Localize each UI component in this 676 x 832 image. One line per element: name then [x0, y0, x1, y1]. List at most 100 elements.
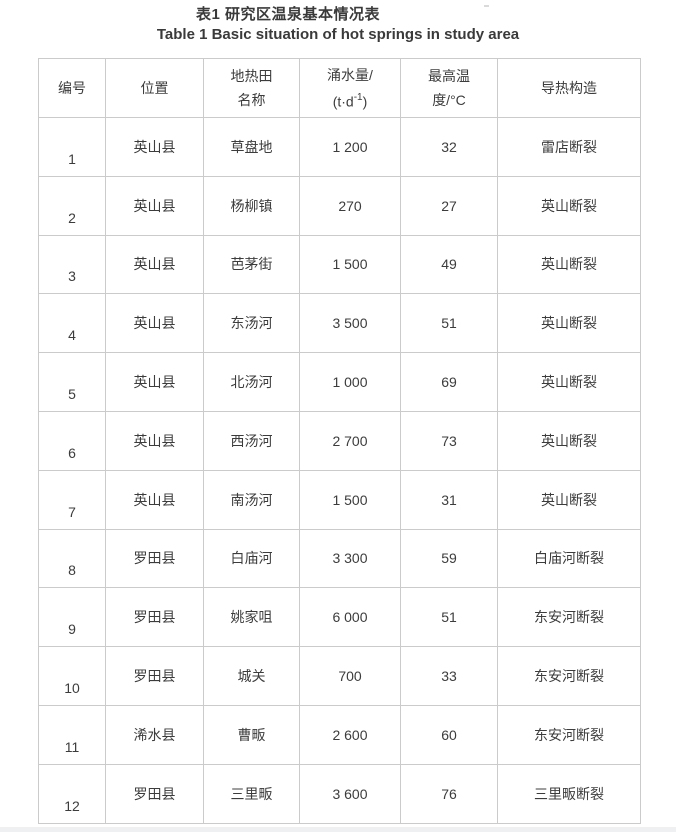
page-bottom-edge — [0, 827, 676, 832]
cell-location: 英山县 — [105, 293, 204, 354]
col-header-no: 编号 — [38, 58, 106, 118]
col-header-flow-unit: (t·d-1) — [301, 87, 400, 114]
cell-location: 英山县 — [105, 175, 204, 236]
cell-flow: 270 — [299, 175, 401, 236]
cell-no: 10 — [38, 646, 106, 706]
cell-structure: 英山断裂 — [497, 175, 641, 236]
cell-field: 东汤河 — [203, 293, 300, 354]
cell-location: 英山县 — [105, 410, 204, 471]
cell-flow: 1 200 — [299, 117, 401, 177]
cell-field: 姚家咀 — [203, 587, 300, 648]
cell-field: 北汤河 — [203, 352, 300, 412]
cell-flow: 1 500 — [299, 234, 401, 295]
cell-structure: 三里畈断裂 — [497, 763, 641, 824]
row-number: 11 — [64, 738, 80, 755]
hot-springs-table: 编号 位置 地热田 名称 涌水量/ (t·d-1) 最高温 度/°C 导热构造 … — [38, 58, 641, 824]
cell-temp: 31 — [400, 469, 498, 530]
cell-no: 9 — [38, 587, 106, 648]
table-row: 11 浠水县 曹畈 2 600 60 东安河断裂 — [38, 704, 641, 765]
table-row: 10 罗田县 城关 700 33 东安河断裂 — [38, 646, 641, 706]
cell-structure: 英山断裂 — [497, 352, 641, 412]
table-row: 8 罗田县 白庙河 3 300 59 白庙河断裂 — [38, 528, 641, 589]
row-number: 12 — [64, 797, 80, 814]
cell-temp: 69 — [400, 352, 498, 412]
cell-no: 11 — [38, 704, 106, 765]
cell-field: 白庙河 — [203, 528, 300, 589]
cell-no: 8 — [38, 528, 106, 589]
row-number: 2 — [68, 209, 76, 226]
cell-temp: 73 — [400, 410, 498, 471]
cell-structure: 雷店断裂 — [497, 117, 641, 177]
cell-structure: 英山断裂 — [497, 293, 641, 354]
col-header-flow-line1: 涌水量/ — [327, 66, 373, 83]
cell-flow: 2 700 — [299, 410, 401, 471]
table-caption-en: Table 1 Basic situation of hot springs i… — [156, 26, 520, 43]
col-header-temp-line2: 度/°C — [432, 92, 466, 108]
table-row: 5 英山县 北汤河 1 000 69 英山断裂 — [38, 352, 641, 412]
col-header-location: 位置 — [105, 58, 204, 118]
table-row: 9 罗田县 姚家咀 6 000 51 东安河断裂 — [38, 587, 641, 648]
cell-structure: 英山断裂 — [497, 469, 641, 530]
cell-flow: 1 500 — [299, 469, 401, 530]
table-row: 6 英山县 西汤河 2 700 73 英山断裂 — [38, 410, 641, 471]
col-header-field-line2: 名称 — [237, 92, 266, 108]
row-number: 5 — [68, 386, 76, 403]
cell-location: 罗田县 — [105, 646, 204, 706]
flow-unit-prefix: (t·d — [332, 93, 354, 110]
cell-structure: 东安河断裂 — [497, 646, 641, 706]
cell-field: 三里畈 — [203, 763, 300, 824]
cell-no: 7 — [38, 469, 106, 530]
flow-unit-superscript: -1 — [353, 91, 363, 103]
flow-unit-suffix: ) — [362, 93, 368, 110]
cell-flow: 700 — [299, 646, 401, 706]
cell-flow: 2 600 — [299, 704, 401, 765]
table-row: 4 英山县 东汤河 3 500 51 英山断裂 — [38, 293, 641, 354]
cell-no: 5 — [38, 352, 106, 412]
table-row: 3 英山县 芭茅街 1 500 49 英山断裂 — [38, 234, 641, 295]
cell-location: 英山县 — [105, 117, 204, 177]
row-number: 10 — [64, 680, 80, 697]
cell-location: 浠水县 — [105, 704, 204, 765]
row-number: 1 — [68, 150, 76, 167]
cell-no: 3 — [38, 234, 106, 295]
row-number: 7 — [68, 503, 76, 520]
table-header-row: 编号 位置 地热田 名称 涌水量/ (t·d-1) 最高温 度/°C 导热构造 — [38, 58, 641, 118]
cell-field: 曹畈 — [203, 704, 300, 765]
row-number: 8 — [68, 562, 76, 579]
cell-temp: 51 — [400, 587, 498, 648]
table-row: 12 罗田县 三里畈 3 600 76 三里畈断裂 — [38, 763, 641, 824]
col-header-flow: 涌水量/ (t·d-1) — [299, 58, 401, 118]
row-number: 3 — [68, 268, 76, 285]
cell-flow: 6 000 — [299, 587, 401, 648]
table-row: 7 英山县 南汤河 1 500 31 英山断裂 — [38, 469, 641, 530]
cell-location: 英山县 — [105, 234, 204, 295]
cell-temp: 32 — [400, 117, 498, 177]
cell-location: 罗田县 — [105, 528, 204, 589]
row-number: 9 — [68, 621, 76, 638]
cell-no: 6 — [38, 410, 106, 471]
cell-structure: 东安河断裂 — [497, 587, 641, 648]
row-number: 4 — [68, 327, 76, 344]
cell-no: 12 — [38, 763, 106, 824]
cell-temp: 49 — [400, 234, 498, 295]
cell-structure: 东安河断裂 — [497, 704, 641, 765]
cell-location: 罗田县 — [105, 763, 204, 824]
cell-temp: 51 — [400, 293, 498, 354]
cell-temp: 76 — [400, 763, 498, 824]
cell-field: 芭茅街 — [203, 234, 300, 295]
cell-temp: 59 — [400, 528, 498, 589]
cell-temp: 33 — [400, 646, 498, 706]
cell-location: 罗田县 — [105, 587, 204, 648]
col-header-structure: 导热构造 — [497, 58, 641, 118]
cell-flow: 3 500 — [299, 293, 401, 354]
cell-field: 南汤河 — [203, 469, 300, 530]
cell-structure: 英山断裂 — [497, 234, 641, 295]
page-artifact-dot — [484, 5, 489, 7]
table-caption-cn: 表1 研究区温泉基本情况表 — [195, 6, 380, 23]
table-row: 2 英山县 杨柳镇 270 27 英山断裂 — [38, 175, 641, 236]
cell-no: 1 — [38, 117, 106, 177]
col-header-temp: 最高温 度/°C — [400, 58, 498, 118]
cell-field: 草盘地 — [203, 117, 300, 177]
cell-temp: 60 — [400, 704, 498, 765]
cell-no: 2 — [38, 175, 106, 236]
